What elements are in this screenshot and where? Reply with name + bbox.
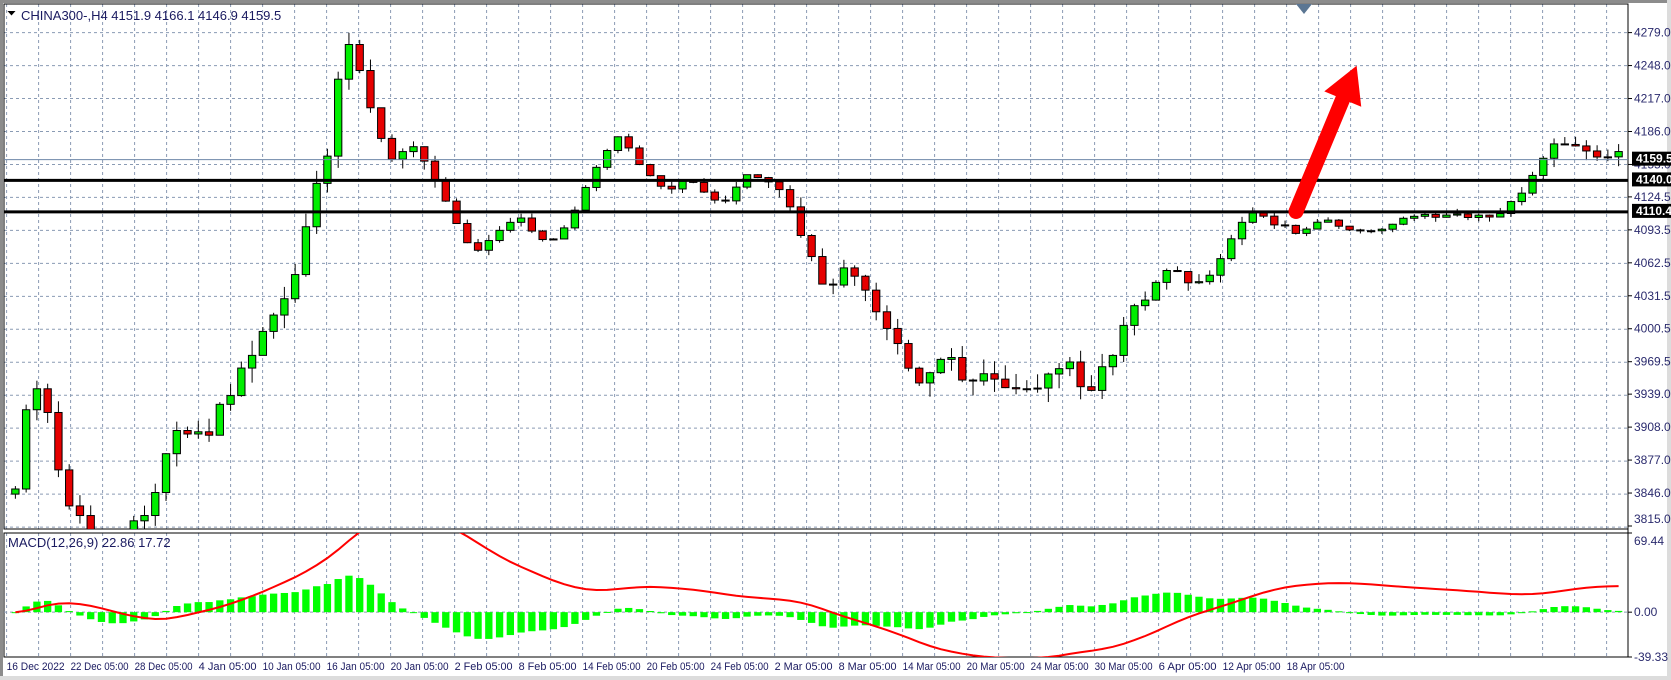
svg-text:2 Feb 05:00: 2 Feb 05:00	[455, 661, 513, 673]
svg-text:22 Dec 05:00: 22 Dec 05:00	[71, 661, 129, 673]
svg-text:6 Apr 05:00: 6 Apr 05:00	[1159, 661, 1217, 673]
svg-text:4000.5: 4000.5	[1634, 322, 1671, 336]
svg-text:4159.5: 4159.5	[1636, 152, 1671, 166]
svg-text:16 Dec 2022: 16 Dec 2022	[7, 661, 65, 673]
svg-text:20 Mar 05:00: 20 Mar 05:00	[967, 661, 1025, 673]
svg-text:10 Jan 05:00: 10 Jan 05:00	[263, 661, 321, 673]
svg-text:18 Apr 05:00: 18 Apr 05:00	[1287, 661, 1345, 673]
svg-text:4186.0: 4186.0	[1634, 124, 1671, 138]
svg-text:4124.5: 4124.5	[1634, 190, 1671, 204]
svg-text:14 Feb 05:00: 14 Feb 05:00	[583, 661, 641, 673]
svg-text:3908.0: 3908.0	[1634, 420, 1671, 434]
svg-text:30 Mar 05:00: 30 Mar 05:00	[1095, 661, 1153, 673]
svg-text:4031.5: 4031.5	[1634, 289, 1671, 303]
svg-text:2 Mar 05:00: 2 Mar 05:00	[775, 661, 833, 673]
svg-text:69.44: 69.44	[1634, 534, 1664, 548]
svg-text:20 Jan 05:00: 20 Jan 05:00	[391, 661, 449, 673]
svg-text:24 Mar 05:00: 24 Mar 05:00	[1031, 661, 1089, 673]
svg-text:24 Feb 05:00: 24 Feb 05:00	[711, 661, 769, 673]
svg-text:28 Dec 05:00: 28 Dec 05:00	[135, 661, 193, 673]
svg-text:3969.5: 3969.5	[1634, 355, 1671, 369]
svg-text:4062.5: 4062.5	[1634, 256, 1671, 270]
svg-text:14 Mar 05:00: 14 Mar 05:00	[903, 661, 961, 673]
svg-text:16 Jan 05:00: 16 Jan 05:00	[327, 661, 385, 673]
svg-text:-39.33: -39.33	[1634, 650, 1668, 664]
svg-text:4110.4: 4110.4	[1636, 204, 1671, 218]
svg-text:3846.0: 3846.0	[1634, 486, 1671, 500]
svg-text:8 Mar 05:00: 8 Mar 05:00	[839, 661, 897, 673]
svg-text:4248.0: 4248.0	[1634, 59, 1671, 73]
svg-text:4217.0: 4217.0	[1634, 92, 1671, 106]
svg-text:8 Feb 05:00: 8 Feb 05:00	[519, 661, 577, 673]
svg-text:MACD(12,26,9) 22.86 17.72: MACD(12,26,9) 22.86 17.72	[8, 535, 171, 550]
svg-text:12 Apr 05:00: 12 Apr 05:00	[1223, 661, 1281, 673]
svg-text:4 Jan 05:00: 4 Jan 05:00	[199, 661, 257, 673]
svg-text:20 Feb 05:00: 20 Feb 05:00	[647, 661, 705, 673]
svg-text:4140.0: 4140.0	[1636, 172, 1671, 186]
svg-text:3877.0: 3877.0	[1634, 453, 1671, 467]
svg-text:4279.0: 4279.0	[1634, 26, 1671, 40]
svg-text:0.00: 0.00	[1634, 605, 1658, 619]
svg-text:3939.0: 3939.0	[1634, 387, 1671, 401]
svg-text:4093.5: 4093.5	[1634, 223, 1671, 237]
svg-text:3815.0: 3815.0	[1634, 512, 1671, 526]
svg-text:CHINA300‑,H4 4151.9 4166.1 4: CHINA300‑,H4 4151.9 4166.1 4146.9 4159.5	[21, 8, 281, 23]
